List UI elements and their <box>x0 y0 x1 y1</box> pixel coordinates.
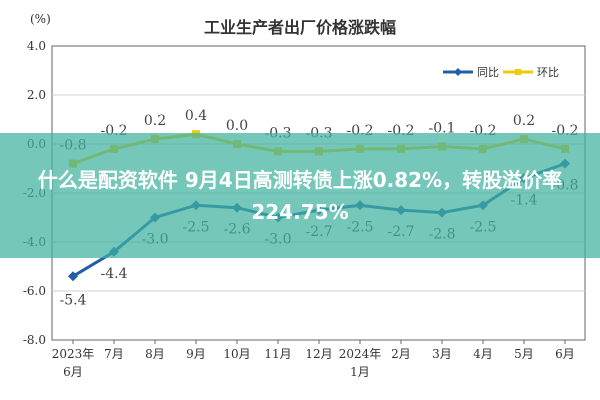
x-tick-label: 2024年 <box>339 347 382 361</box>
data-label: -5.4 <box>60 292 87 308</box>
data-label: 0.0 <box>226 118 248 134</box>
x-tick-label: 11月 <box>264 347 291 361</box>
data-label: 0.2 <box>513 113 535 129</box>
chart-title: 工业生产者出厂价格涨跌幅 <box>203 18 396 37</box>
legend-swatch-marker <box>515 69 521 75</box>
x-tick-label: 3月 <box>432 347 452 361</box>
x-tick-label: 6月 <box>63 365 83 379</box>
x-tick-label: 8月 <box>145 347 165 361</box>
x-tick-label: 9月 <box>186 347 206 361</box>
y-tick-label: 4.0 <box>27 39 46 53</box>
x-tick-label: 12月 <box>305 347 332 361</box>
data-label: 0.2 <box>144 113 166 129</box>
x-tick-label: 4月 <box>473 347 493 361</box>
headline-text: 什么是配资软件 9月4日高测转债上涨0.82%，转股溢价率224.75% <box>37 167 563 224</box>
data-label: -4.4 <box>101 266 128 282</box>
series-point <box>68 271 78 282</box>
x-tick-label: 6月 <box>555 347 575 361</box>
x-tick-label: 5月 <box>514 347 534 361</box>
data-label: -0.1 <box>429 120 456 136</box>
x-tick-label: 2月 <box>391 347 411 361</box>
legend-label: 同比 <box>477 66 499 79</box>
legend-label: 环比 <box>537 66 559 79</box>
headline-banner: 什么是配资软件 9月4日高测转债上涨0.82%，转股溢价率224.75% <box>0 133 600 258</box>
legend-swatch-marker <box>454 68 462 76</box>
y-axis-unit: (%) <box>30 12 51 26</box>
data-label: 0.4 <box>185 108 207 124</box>
y-tick-label: 2.0 <box>27 88 46 102</box>
x-tick-label: 10月 <box>223 347 250 361</box>
x-tick-label: 2023年 <box>52 347 95 361</box>
y-tick-label: -8.0 <box>23 333 46 347</box>
y-tick-label: -6.0 <box>23 284 46 298</box>
x-tick-label: 1月 <box>350 365 370 379</box>
x-tick-label: 7月 <box>104 347 124 361</box>
